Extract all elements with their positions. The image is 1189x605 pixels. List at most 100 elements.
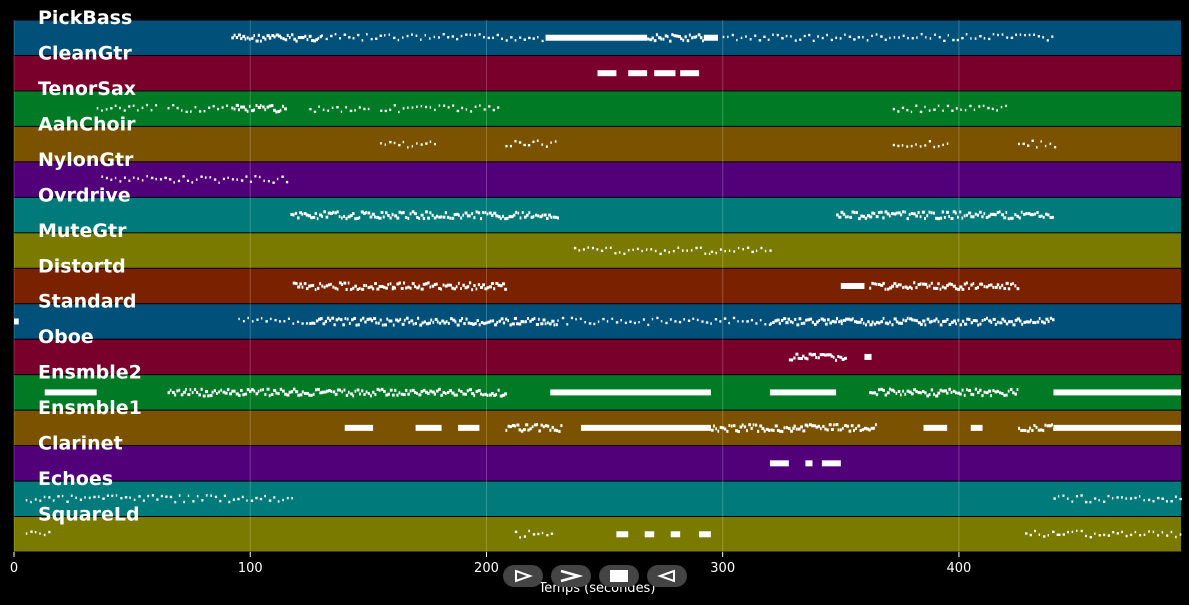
note xyxy=(917,283,921,287)
note xyxy=(168,178,172,181)
note-block xyxy=(545,34,648,41)
note-segment xyxy=(505,139,557,148)
note xyxy=(913,318,916,322)
note xyxy=(457,388,461,392)
note xyxy=(737,320,739,323)
note xyxy=(532,533,536,536)
note xyxy=(359,318,363,322)
note xyxy=(242,34,246,38)
note xyxy=(752,423,755,427)
note-segment xyxy=(722,32,1054,43)
note xyxy=(395,318,398,322)
note xyxy=(776,429,780,433)
note xyxy=(413,212,417,216)
note xyxy=(189,388,192,392)
rewind-button[interactable] xyxy=(647,565,687,587)
note xyxy=(979,322,982,326)
note xyxy=(281,175,284,178)
note xyxy=(829,321,832,325)
note xyxy=(114,176,117,180)
note xyxy=(398,143,401,147)
note xyxy=(279,108,282,112)
note xyxy=(429,389,432,393)
note xyxy=(1107,534,1111,537)
note-segment xyxy=(710,246,772,255)
note xyxy=(869,215,873,219)
x-tick-label: 300 xyxy=(710,561,735,576)
note xyxy=(420,213,424,217)
note-segment xyxy=(344,424,374,431)
note xyxy=(380,109,383,112)
note xyxy=(1174,495,1177,498)
note xyxy=(1001,392,1004,396)
note xyxy=(389,216,392,220)
note xyxy=(400,211,404,215)
note xyxy=(511,322,515,326)
note xyxy=(991,107,994,111)
note xyxy=(169,495,173,499)
note xyxy=(451,216,455,220)
note xyxy=(838,215,842,219)
note xyxy=(499,284,503,288)
note xyxy=(891,284,895,288)
note xyxy=(485,321,488,325)
note-segment xyxy=(550,389,711,396)
note xyxy=(474,322,477,326)
note xyxy=(1025,532,1028,535)
note xyxy=(902,210,905,214)
note xyxy=(721,426,725,430)
note xyxy=(908,285,912,289)
play-button[interactable] xyxy=(503,565,543,587)
note-block xyxy=(923,424,948,431)
note xyxy=(380,387,384,391)
note xyxy=(1014,392,1017,396)
note xyxy=(964,108,967,112)
x-tick-label: 200 xyxy=(474,561,499,576)
note xyxy=(325,37,328,41)
stop-button[interactable] xyxy=(599,565,639,587)
note xyxy=(340,110,343,113)
note xyxy=(1010,36,1014,40)
track-label-distortd: Distortd xyxy=(38,255,126,277)
note xyxy=(710,250,714,254)
note xyxy=(857,424,861,428)
note xyxy=(974,37,977,40)
note xyxy=(862,214,866,218)
track-label-mutegtr: MuteGtr xyxy=(38,220,127,242)
note xyxy=(266,34,270,38)
note-segment xyxy=(1053,494,1182,504)
note xyxy=(277,110,281,114)
note xyxy=(875,33,878,36)
note xyxy=(233,389,236,393)
note xyxy=(514,140,517,143)
note xyxy=(265,320,268,323)
note xyxy=(488,393,492,397)
note xyxy=(915,319,918,323)
note-segment xyxy=(380,104,500,114)
note xyxy=(554,215,558,219)
note xyxy=(724,427,727,431)
note xyxy=(439,321,442,325)
note xyxy=(833,320,837,324)
note xyxy=(866,214,870,218)
note xyxy=(959,285,963,289)
note xyxy=(447,106,450,109)
note xyxy=(800,425,803,429)
note xyxy=(292,213,295,217)
note xyxy=(793,424,796,428)
fast-forward-button[interactable] xyxy=(551,565,591,587)
note xyxy=(138,495,141,498)
note xyxy=(360,210,364,214)
note xyxy=(198,393,201,397)
note xyxy=(334,392,338,396)
note xyxy=(348,36,351,39)
note xyxy=(651,36,654,40)
note xyxy=(779,429,782,433)
note xyxy=(935,317,938,321)
note xyxy=(1051,35,1054,38)
note xyxy=(937,104,940,107)
note xyxy=(266,387,270,391)
note xyxy=(570,316,574,320)
note xyxy=(262,35,265,39)
note xyxy=(765,427,769,431)
